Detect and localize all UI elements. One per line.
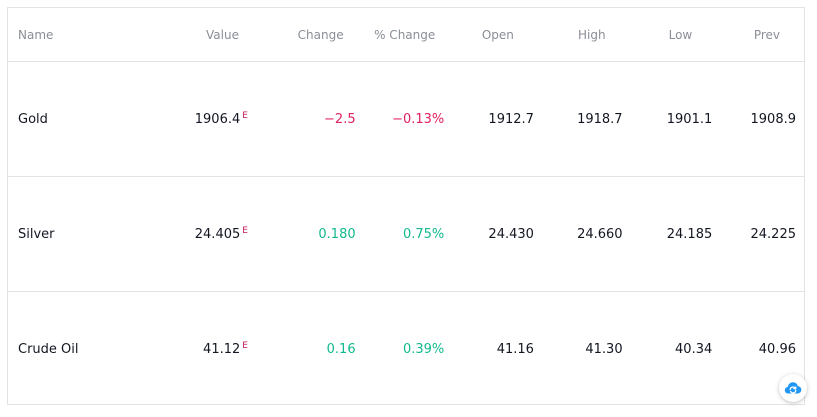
- value-text: 1906.4: [194, 111, 241, 127]
- table-body: Gold 1906.4 E −2.5 −0.13% 1912.7 1918.7 1…: [8, 61, 804, 407]
- cloud-sync-button[interactable]: [779, 374, 807, 402]
- column-header-low[interactable]: Low: [625, 8, 715, 62]
- pct-change-cell: 0.75%: [358, 176, 448, 292]
- prev-cell: 1908.9: [714, 61, 804, 177]
- prev-cell: 40.96: [758, 341, 796, 357]
- open-cell: 1912.7: [447, 61, 536, 177]
- low-cell: 40.34: [675, 341, 713, 357]
- value-cell: 41.12 E: [169, 292, 270, 407]
- change-cell: 0.180: [269, 176, 359, 292]
- table-row[interactable]: Silver 24.405 E 0.180 0.75% 24.430 24.660…: [8, 176, 804, 292]
- table-header-row: Name Value Change % Change Open High Low…: [8, 8, 804, 62]
- value-text: 41.12: [203, 341, 241, 357]
- table-row[interactable]: Gold 1906.4 E −2.5 −0.13% 1912.7 1918.7 1…: [8, 61, 804, 177]
- table-row[interactable]: Crude Oil 41.12 E 0.16 0.39% 41.16 41.30 …: [8, 292, 804, 407]
- symbol-name[interactable]: Gold: [8, 61, 170, 177]
- extended-hours-flag: E: [242, 340, 248, 351]
- prev-cell: 24.225: [714, 176, 804, 292]
- low-cell: 24.185: [625, 176, 715, 292]
- value-text: 24.405: [194, 226, 241, 242]
- value-cell: 24.405 E: [169, 176, 270, 292]
- high-cell: 24.660: [535, 176, 626, 292]
- symbol-name[interactable]: Crude Oil: [18, 341, 79, 357]
- quotes-widget: Name Value Change % Change Open High Low…: [7, 7, 805, 405]
- change-cell: 0.16: [326, 341, 356, 357]
- column-header-name[interactable]: Name: [8, 8, 170, 62]
- open-cell: 41.16: [496, 341, 534, 357]
- symbol-name[interactable]: Silver: [8, 176, 170, 292]
- high-cell: 1918.7: [535, 61, 626, 177]
- column-header-open[interactable]: Open: [447, 8, 536, 62]
- pct-change-cell: −0.13%: [358, 61, 448, 177]
- extended-hours-flag: E: [242, 110, 248, 121]
- extended-hours-flag: E: [242, 225, 248, 236]
- cloud-sync-icon: [784, 382, 802, 394]
- pct-change-cell: 0.39%: [402, 341, 445, 357]
- low-cell: 1901.1: [625, 61, 715, 177]
- column-header-pct-change[interactable]: % Change: [358, 8, 448, 62]
- quotes-table: Name Value Change % Change Open High Low…: [8, 8, 804, 406]
- column-header-change[interactable]: Change: [269, 8, 359, 62]
- value-cell: 1906.4 E: [169, 61, 270, 177]
- column-header-high[interactable]: High: [535, 8, 626, 62]
- open-cell: 24.430: [447, 176, 536, 292]
- column-header-value[interactable]: Value: [169, 8, 270, 62]
- column-header-prev[interactable]: Prev: [714, 8, 804, 62]
- change-cell: −2.5: [269, 61, 359, 177]
- high-cell: 41.30: [585, 341, 623, 357]
